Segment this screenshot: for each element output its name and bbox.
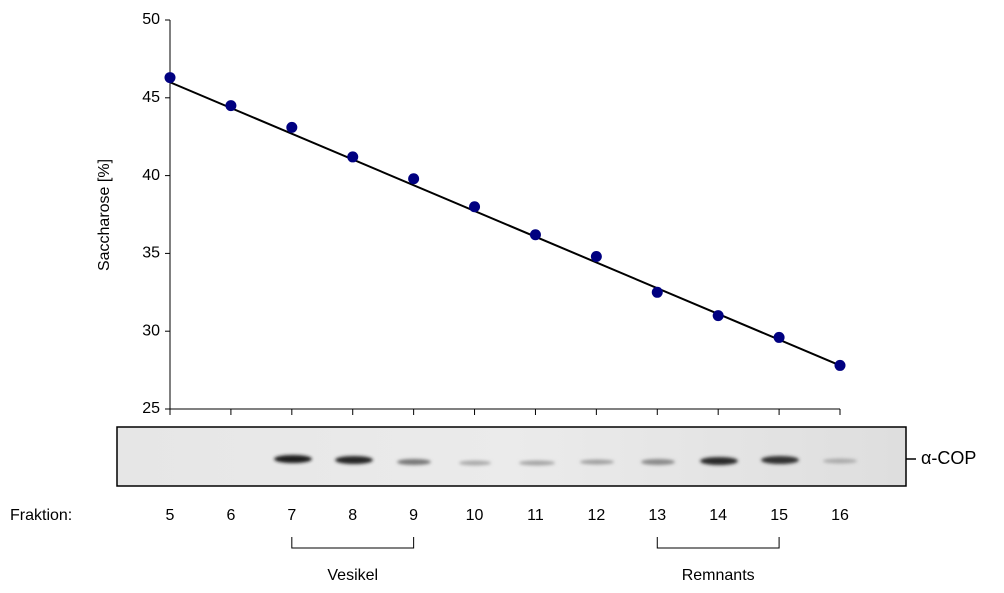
band	[580, 460, 614, 465]
data-point	[835, 360, 846, 371]
y-tick-label: 50	[142, 11, 160, 28]
group-bracket	[657, 537, 779, 548]
data-point	[225, 100, 236, 111]
band	[641, 459, 675, 465]
x-tick-label: 6	[226, 507, 235, 524]
fit-line	[170, 82, 840, 365]
x-tick-label: 9	[409, 507, 418, 524]
band	[700, 457, 738, 465]
x-tick-label: 15	[770, 507, 788, 524]
x-tick-label: 12	[587, 507, 605, 524]
x-tick-label: 13	[648, 507, 666, 524]
data-point	[347, 151, 358, 162]
data-point	[530, 229, 541, 240]
x-tick-label: 5	[166, 507, 175, 524]
blot-label: α-COP	[921, 448, 976, 468]
y-tick-label: 40	[142, 167, 160, 184]
data-point	[165, 72, 176, 83]
y-axis-label: Saccharose [%]	[96, 159, 113, 271]
data-point	[469, 201, 480, 212]
x-tick-label: 7	[287, 507, 296, 524]
band	[823, 459, 857, 464]
y-tick-label: 25	[142, 400, 160, 417]
page: Saccharose [%] α-COP Fraktion: 25 30 35 40 4…	[0, 0, 1004, 588]
band	[459, 461, 491, 466]
y-tick-label: 35	[142, 245, 160, 262]
chart: Saccharose [%] α-COP Fraktion: 25 30 35 40 4…	[0, 0, 1004, 588]
x-tick-label: 10	[466, 507, 484, 524]
band	[519, 461, 555, 466]
data-point	[713, 310, 724, 321]
data-point	[408, 173, 419, 184]
y-tick-label: 45	[142, 89, 160, 106]
x-tick-label: 14	[709, 507, 727, 524]
data-point	[652, 287, 663, 298]
fraction-label: Fraktion:	[10, 507, 72, 524]
x-tick-label: 16	[831, 507, 849, 524]
data-point	[591, 251, 602, 262]
group-label: Vesikel	[327, 567, 378, 584]
y-tick-label: 30	[142, 322, 160, 339]
band	[274, 455, 312, 463]
band	[397, 459, 431, 465]
x-tick-label: 11	[527, 507, 544, 524]
x-tick-label: 8	[348, 507, 357, 524]
data-point	[774, 332, 785, 343]
group-label: Remnants	[682, 567, 755, 584]
data-point	[286, 122, 297, 133]
band	[761, 456, 799, 464]
band	[335, 456, 373, 464]
group-bracket	[292, 537, 414, 548]
